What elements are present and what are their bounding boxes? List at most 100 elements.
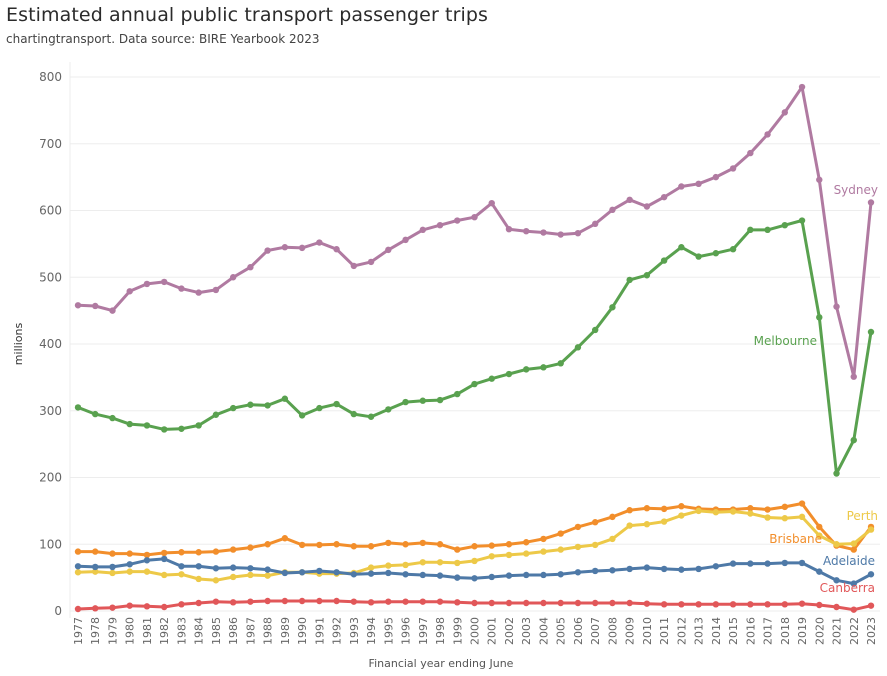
data-point [92,563,99,571]
x-tick-label: 2007 [589,617,602,645]
data-point [92,302,99,310]
data-point [850,373,857,380]
data-point [109,307,116,314]
data-point [643,564,651,571]
x-tick-label: 2020 [813,617,826,645]
data-point [471,575,478,582]
data-point [643,505,651,512]
y-tick-label: 100 [39,537,62,551]
data-point [126,288,133,295]
data-point [833,577,840,584]
data-point [729,560,737,567]
series-labels: Sydney Melbourne Brisbane Perth Adelaide Canb… [754,183,878,595]
data-point [126,568,133,575]
x-tick-label: 1992 [331,617,344,645]
y-tick-label: 500 [39,270,62,284]
data-point [367,258,375,266]
data-point [178,563,185,570]
data-point [591,599,599,607]
data-point [402,598,409,605]
data-point [316,597,323,605]
series-brisbane [74,500,875,559]
data-point [247,571,254,579]
x-tick-label: 1990 [296,617,309,645]
x-tick-label: 1981 [141,617,154,645]
data-point [454,599,461,606]
series-label-perth: Perth [847,509,878,523]
data-point [798,559,806,567]
data-point [436,221,444,229]
data-point [643,272,651,279]
data-point [626,565,633,573]
data-point [126,550,133,557]
data-point [523,550,530,557]
data-point [591,567,599,575]
data-point [781,221,789,229]
x-tick-label: 2008 [606,617,619,645]
data-point [867,602,875,609]
data-point [419,598,426,605]
data-point [74,563,82,570]
data-point [333,400,340,408]
data-point [367,599,375,606]
data-point [350,598,358,605]
data-point [591,220,599,228]
x-tick-label: 2016 [744,617,757,645]
data-point [764,226,771,234]
series-label-sydney: Sydney [834,183,878,197]
data-point [867,571,875,578]
data-point [264,597,271,605]
data-point [160,426,168,433]
data-point [833,603,840,611]
x-tick-label: 2002 [503,617,516,645]
data-point [402,561,409,569]
data-point [298,244,306,252]
data-point [264,566,271,573]
data-point [212,577,220,584]
series-label-melbourne: Melbourne [754,334,817,348]
data-point [195,599,202,607]
data-point [557,546,564,553]
data-point [660,565,668,573]
data-point [436,541,444,548]
data-point [264,541,271,548]
data-point [764,514,771,521]
data-point [316,567,323,575]
data-point [281,569,289,577]
data-point [867,328,875,336]
data-point [678,566,685,573]
data-point [643,203,651,210]
x-tick-label: 2001 [486,617,499,645]
data-point [402,541,409,548]
data-point [367,564,375,571]
data-point [747,601,754,608]
data-point [557,530,564,537]
data-point [454,217,461,224]
data-point [367,570,375,577]
x-tick-label: 2011 [658,617,671,645]
data-point [678,183,685,190]
data-point [574,569,582,576]
data-point [816,568,823,575]
data-point [471,557,478,565]
data-point [609,513,616,521]
data-point [574,229,582,237]
data-point [781,601,789,608]
data-point [178,571,185,578]
x-tick-label: 2021 [831,617,844,645]
data-point [247,598,254,605]
data-point [298,569,306,576]
data-point [109,550,116,557]
data-point [385,569,392,577]
data-point [591,519,599,526]
series-melbourne [74,217,875,477]
data-point [609,599,616,607]
data-point [454,390,461,398]
data-point [747,149,754,157]
data-point [454,574,461,581]
data-point [729,508,737,515]
data-point [781,559,789,567]
data-point [178,601,185,608]
data-point [781,515,789,522]
x-tick-label: 2015 [727,617,740,645]
